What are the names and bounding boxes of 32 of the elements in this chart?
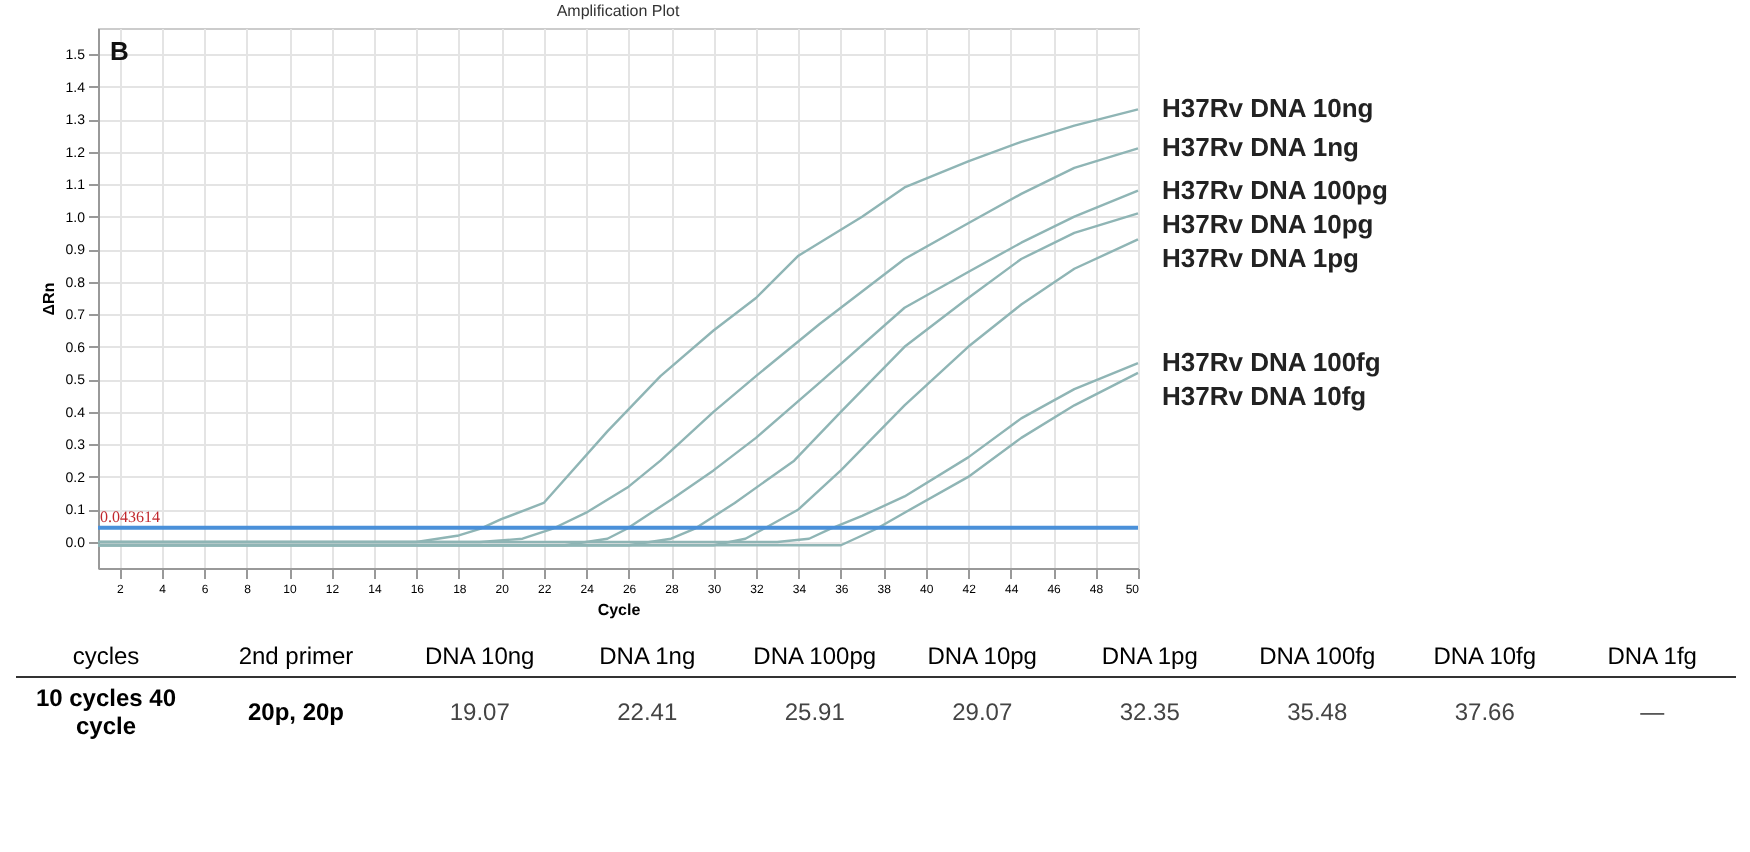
text: DNA 10ng (396, 636, 564, 678)
text: 37.66 (1452, 696, 1517, 730)
series-label: H37Rv DNA 100fg (1162, 347, 1381, 378)
text: 35.48 (1285, 696, 1350, 730)
series-label: H37Rv DNA 1pg (1162, 242, 1360, 273)
text: DNA 10fg (1401, 636, 1569, 678)
text: 19.07 (447, 696, 512, 730)
text: 22.41 (615, 696, 680, 730)
text: DNA 10pg (898, 636, 1066, 678)
text: DNA 100pg (731, 636, 899, 678)
annotation: B (110, 36, 129, 66)
text: DNA 1pg (1066, 636, 1234, 678)
text: — (1638, 696, 1667, 730)
x-axis-title: Cycle (597, 601, 642, 619)
text: 29.07 (950, 696, 1015, 730)
text: 20p, 20p (245, 696, 347, 730)
series-label: H37Rv DNA 10ng (1162, 93, 1374, 124)
series-label: H37Rv DNA 1ng (1162, 132, 1360, 163)
text: 2nd primer (196, 636, 396, 678)
text: DNA 1ng (563, 636, 731, 678)
series-label: H37Rv DNA 100pg (1162, 174, 1389, 205)
text: 32.35 (1117, 696, 1182, 730)
series-label: H37Rv DNA 10fg (1162, 381, 1367, 412)
chart-title: Amplification Plot (556, 2, 681, 20)
series-label: H37Rv DNA 10pg (1162, 208, 1374, 239)
text: 10 cycles 40 cycle (33, 682, 179, 744)
ref-line-label: 0.043614 (100, 507, 160, 526)
y-axis-title: ΔRn (39, 282, 58, 316)
text: DNA 100fg (1233, 636, 1401, 678)
text: 25.91 (782, 696, 847, 730)
text: DNA 1fg (1568, 636, 1736, 678)
text: cycles (16, 636, 196, 678)
